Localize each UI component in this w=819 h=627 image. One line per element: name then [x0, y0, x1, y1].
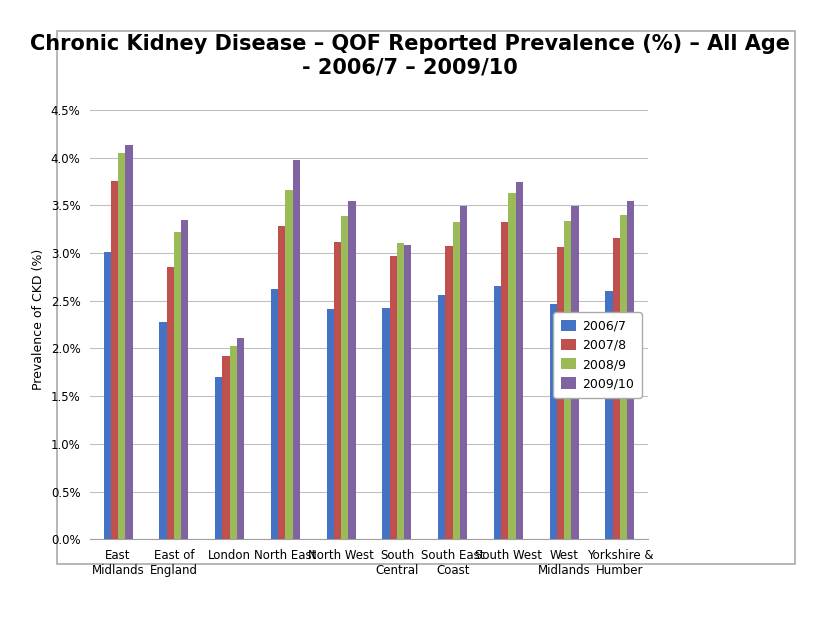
- Bar: [382, 308, 389, 539]
- Text: Chronic Kidney Disease – QOF Reported Prevalence (%) – All Age
- 2006/7 – 2009/1: Chronic Kidney Disease – QOF Reported Pr…: [30, 34, 789, 78]
- Bar: [270, 289, 278, 539]
- Bar: [452, 223, 459, 539]
- Bar: [118, 153, 125, 539]
- Bar: [125, 145, 133, 539]
- Bar: [619, 215, 627, 539]
- Bar: [571, 206, 578, 539]
- Bar: [174, 232, 181, 539]
- Bar: [627, 201, 634, 539]
- Bar: [563, 221, 571, 539]
- Bar: [389, 256, 396, 539]
- Bar: [215, 377, 222, 539]
- Bar: [222, 356, 229, 539]
- Bar: [604, 291, 612, 539]
- Bar: [103, 252, 111, 539]
- Bar: [285, 190, 292, 539]
- Bar: [348, 201, 355, 539]
- Bar: [612, 238, 619, 539]
- Bar: [159, 322, 166, 539]
- Bar: [404, 245, 411, 539]
- Bar: [229, 345, 237, 539]
- Bar: [508, 193, 515, 539]
- Legend: 2006/7, 2007/8, 2008/9, 2009/10: 2006/7, 2007/8, 2008/9, 2009/10: [553, 312, 640, 398]
- Bar: [459, 206, 467, 539]
- Bar: [493, 287, 500, 539]
- Bar: [278, 226, 285, 539]
- Y-axis label: Prevalence of CKD (%): Prevalence of CKD (%): [32, 249, 45, 391]
- Bar: [515, 182, 523, 539]
- Bar: [326, 309, 333, 539]
- Bar: [549, 303, 556, 539]
- Bar: [396, 243, 404, 539]
- Bar: [556, 247, 563, 539]
- Bar: [333, 241, 341, 539]
- Bar: [111, 181, 118, 539]
- Bar: [500, 223, 508, 539]
- Bar: [341, 216, 348, 539]
- Bar: [292, 161, 300, 539]
- Bar: [237, 338, 244, 539]
- Bar: [445, 246, 452, 539]
- Bar: [181, 219, 188, 539]
- Bar: [437, 295, 445, 539]
- Bar: [166, 267, 174, 539]
